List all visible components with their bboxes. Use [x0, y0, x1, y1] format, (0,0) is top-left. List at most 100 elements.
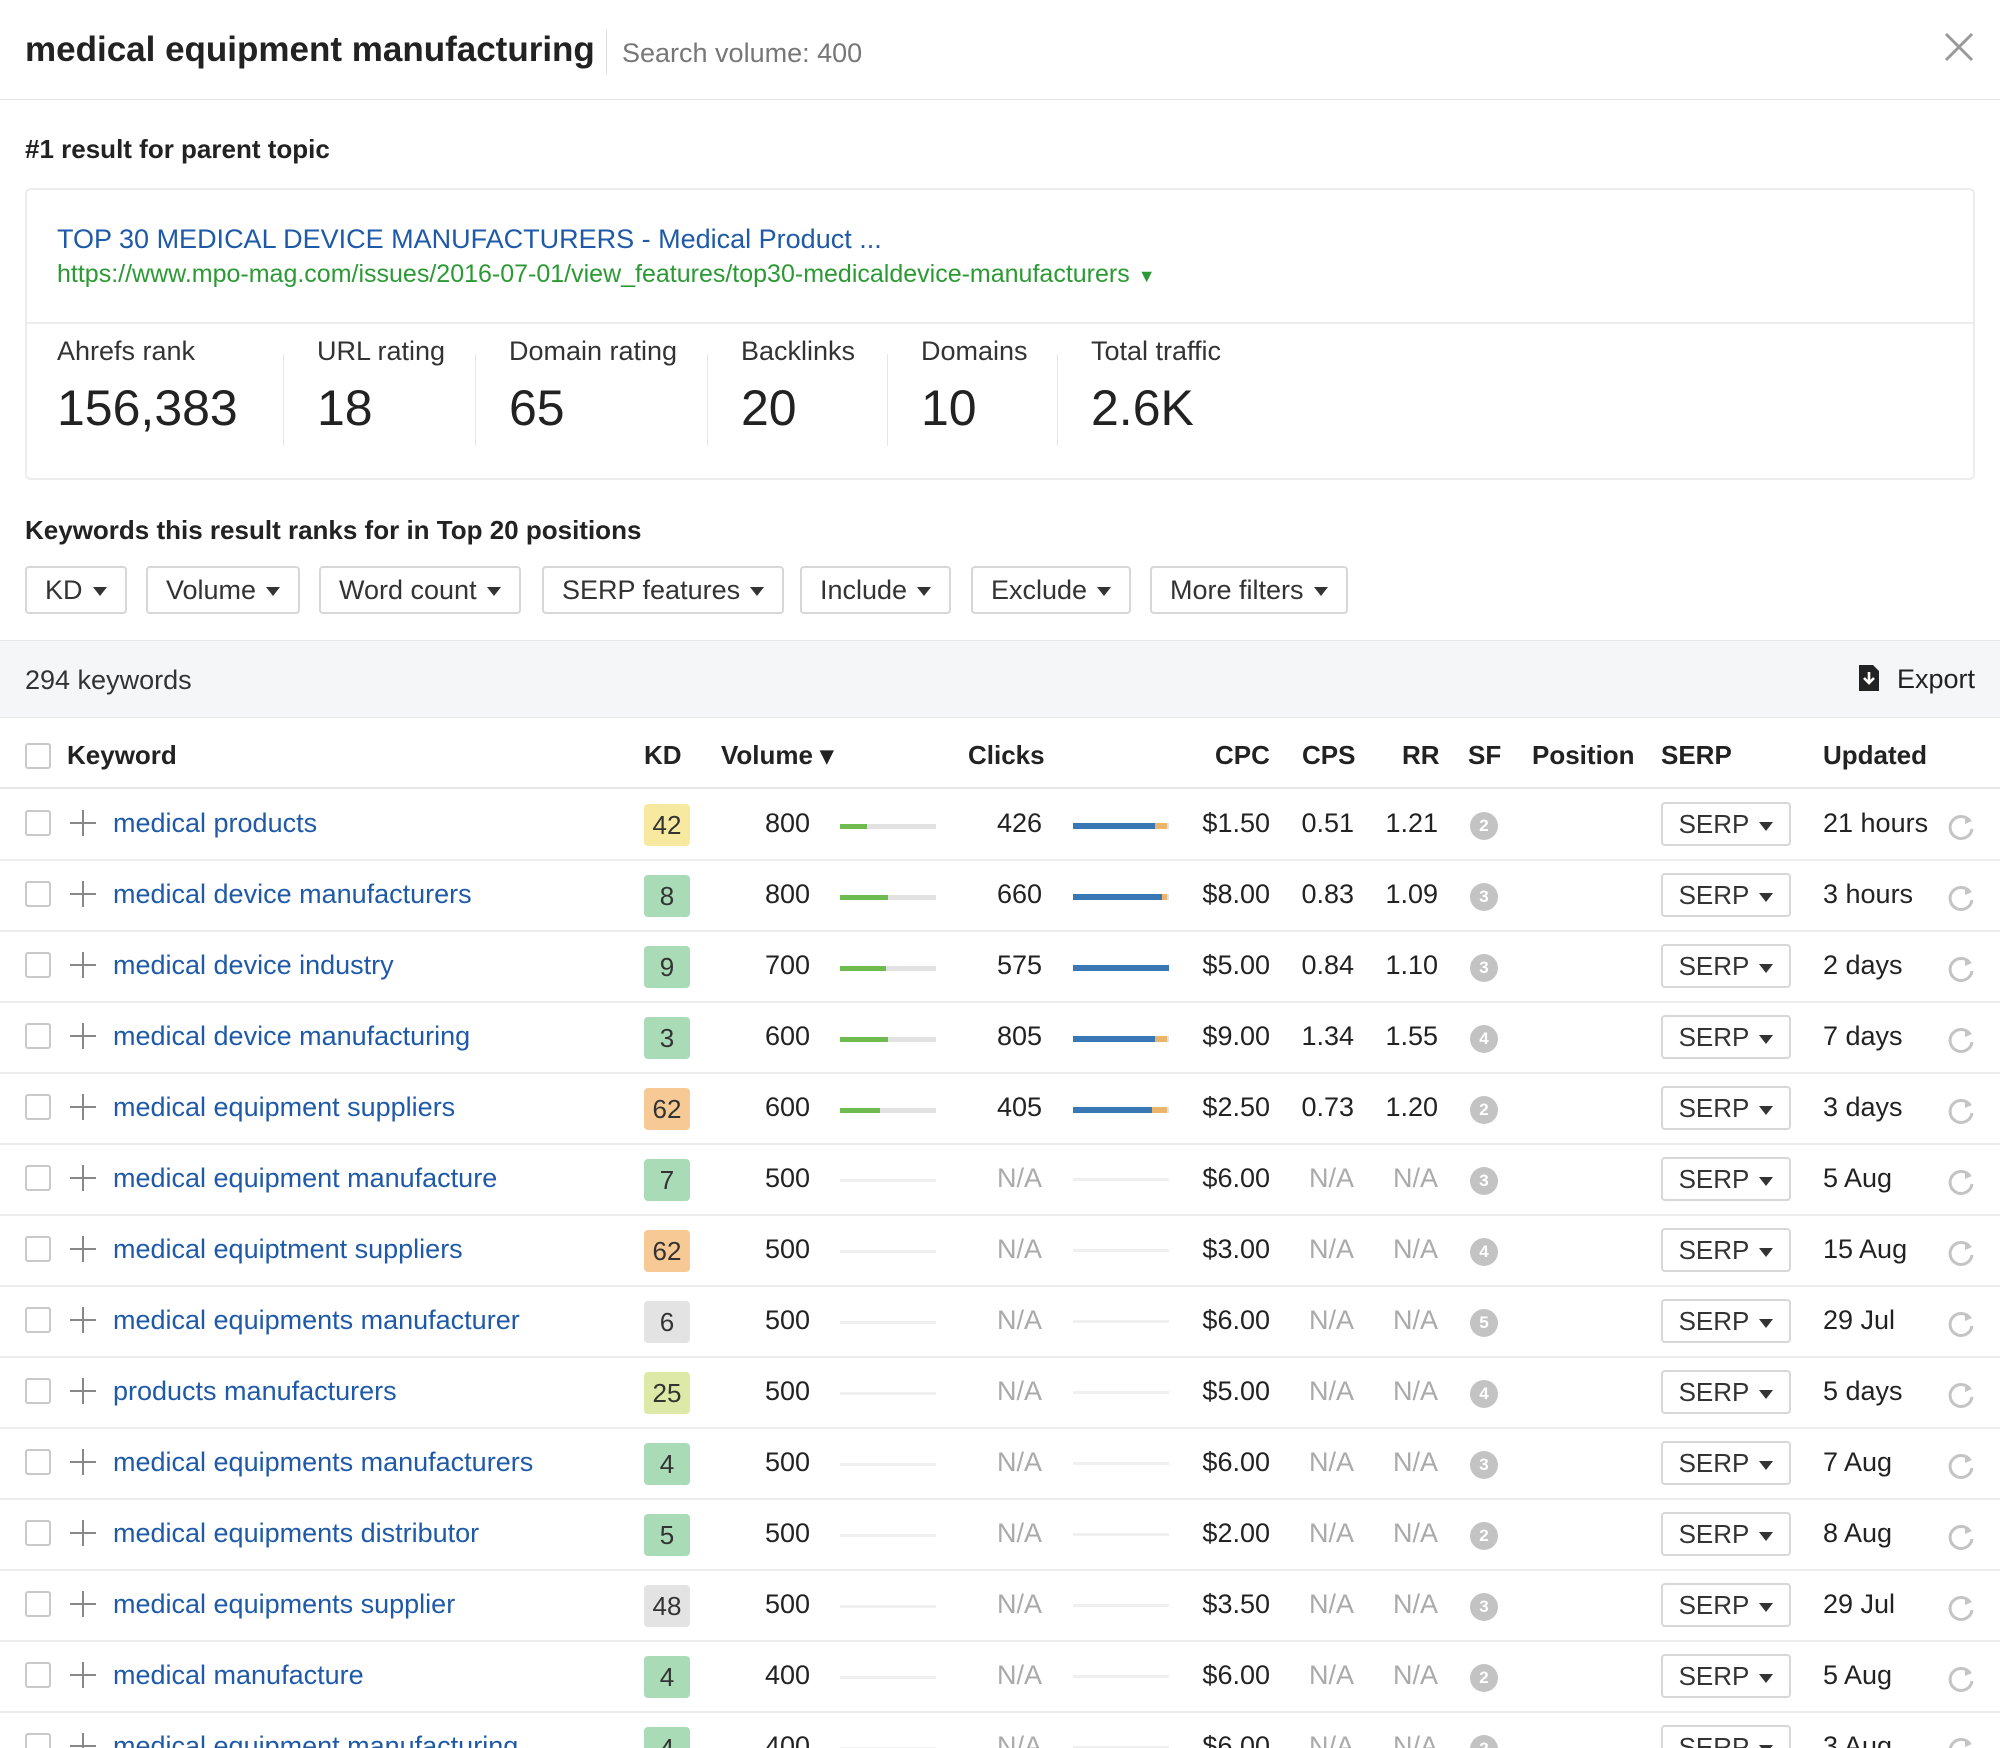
col-position[interactable]: Position	[1532, 740, 1635, 770]
refresh-icon[interactable]	[1946, 1167, 1976, 1197]
row-checkbox[interactable]	[25, 810, 51, 836]
result-title-link[interactable]: TOP 30 MEDICAL DEVICE MANUFACTURERS - Me…	[57, 224, 882, 254]
col-volume[interactable]: Volume ▾	[721, 740, 834, 770]
row-checkbox[interactable]	[25, 881, 51, 907]
keyword-link[interactable]: medical equipments distributor	[113, 1518, 480, 1548]
sf-count-badge[interactable]: 3	[1470, 883, 1498, 911]
col-cps[interactable]: CPS	[1302, 740, 1356, 770]
serp-button[interactable]: SERP	[1661, 1015, 1791, 1059]
refresh-icon[interactable]	[1946, 812, 1976, 842]
row-checkbox[interactable]	[25, 1520, 51, 1546]
keyword-link[interactable]: medical device manufacturing	[113, 1021, 471, 1051]
col-cpc[interactable]: CPC	[1215, 740, 1270, 770]
keyword-link[interactable]: medical equipments manufacturer	[113, 1305, 520, 1335]
sf-count-badge[interactable]: 3	[1470, 1451, 1498, 1479]
row-checkbox[interactable]	[25, 1449, 51, 1475]
sf-count-badge[interactable]: 2	[1470, 1664, 1498, 1692]
keyword-link[interactable]: medical equipment suppliers	[113, 1092, 456, 1122]
add-keyword-icon[interactable]	[70, 1094, 96, 1120]
add-keyword-icon[interactable]	[70, 952, 96, 978]
serp-button[interactable]: SERP	[1661, 802, 1791, 846]
refresh-icon[interactable]	[1946, 1735, 1976, 1748]
serp-button[interactable]: SERP	[1661, 1228, 1791, 1272]
serp-button[interactable]: SERP	[1661, 873, 1791, 917]
filter-serp-features[interactable]: SERP features	[542, 566, 785, 614]
serp-button[interactable]: SERP	[1661, 1299, 1791, 1343]
keyword-link[interactable]: medical equipments supplier	[113, 1589, 456, 1619]
keyword-link[interactable]: medical equipment manufacturing	[113, 1731, 519, 1748]
filter-volume[interactable]: Volume	[146, 566, 301, 614]
keyword-link[interactable]: products manufacturers	[113, 1376, 397, 1406]
serp-button[interactable]: SERP	[1661, 944, 1791, 988]
add-keyword-icon[interactable]	[70, 1449, 96, 1475]
refresh-icon[interactable]	[1946, 1025, 1976, 1055]
refresh-icon[interactable]	[1946, 883, 1976, 913]
row-checkbox[interactable]	[25, 1165, 51, 1191]
row-checkbox[interactable]	[25, 952, 51, 978]
add-keyword-icon[interactable]	[70, 1378, 96, 1404]
serp-button[interactable]: SERP	[1661, 1086, 1791, 1130]
row-checkbox[interactable]	[25, 1094, 51, 1120]
col-kd[interactable]: KD	[644, 740, 682, 770]
add-keyword-icon[interactable]	[70, 1591, 96, 1617]
sf-count-badge[interactable]: 4	[1470, 1025, 1498, 1053]
filter-kd[interactable]: KD	[25, 566, 127, 614]
serp-button[interactable]: SERP	[1661, 1441, 1791, 1485]
sf-count-badge[interactable]: 2	[1470, 1735, 1498, 1748]
add-keyword-icon[interactable]	[70, 1662, 96, 1688]
sf-count-badge[interactable]: 2	[1470, 812, 1498, 840]
refresh-icon[interactable]	[1946, 1380, 1976, 1410]
add-keyword-icon[interactable]	[70, 1023, 96, 1049]
sf-count-badge[interactable]: 2	[1470, 1096, 1498, 1124]
select-all-checkbox[interactable]	[25, 743, 51, 769]
add-keyword-icon[interactable]	[70, 1236, 96, 1262]
keyword-link[interactable]: medical equiptment suppliers	[113, 1234, 463, 1264]
serp-button[interactable]: SERP	[1661, 1725, 1791, 1748]
col-clicks[interactable]: Clicks	[968, 740, 1045, 770]
row-checkbox[interactable]	[25, 1307, 51, 1333]
refresh-icon[interactable]	[1946, 1309, 1976, 1339]
refresh-icon[interactable]	[1946, 1522, 1976, 1552]
add-keyword-icon[interactable]	[70, 1520, 96, 1546]
col-keyword[interactable]: Keyword	[67, 740, 177, 770]
sf-count-badge[interactable]: 2	[1470, 1522, 1498, 1550]
refresh-icon[interactable]	[1946, 954, 1976, 984]
filter-word-count[interactable]: Word count	[319, 566, 521, 614]
refresh-icon[interactable]	[1946, 1664, 1976, 1694]
add-keyword-icon[interactable]	[70, 810, 96, 836]
row-checkbox[interactable]	[25, 1591, 51, 1617]
sf-count-badge[interactable]: 3	[1470, 1167, 1498, 1195]
row-checkbox[interactable]	[25, 1662, 51, 1688]
row-checkbox[interactable]	[25, 1023, 51, 1049]
keyword-link[interactable]: medical products	[113, 808, 318, 838]
refresh-icon[interactable]	[1946, 1238, 1976, 1268]
row-checkbox[interactable]	[25, 1378, 51, 1404]
keyword-link[interactable]: medical equipments manufacturers	[113, 1447, 534, 1477]
sf-count-badge[interactable]: 3	[1470, 1593, 1498, 1621]
filter-more[interactable]: More filters	[1150, 566, 1348, 614]
serp-button[interactable]: SERP	[1661, 1583, 1791, 1627]
url-dropdown-icon[interactable]: ▼	[1137, 266, 1156, 286]
sf-count-badge[interactable]: 3	[1470, 954, 1498, 982]
add-keyword-icon[interactable]	[70, 881, 96, 907]
keyword-link[interactable]: medical device manufacturers	[113, 879, 472, 909]
refresh-icon[interactable]	[1946, 1451, 1976, 1481]
keyword-link[interactable]: medical equipment manufacture	[113, 1163, 498, 1193]
result-url-link[interactable]: https://www.mpo-mag.com/issues/2016-07-0…	[57, 260, 1156, 289]
row-checkbox[interactable]	[25, 1733, 51, 1748]
serp-button[interactable]: SERP	[1661, 1370, 1791, 1414]
close-icon[interactable]	[1942, 30, 1976, 64]
refresh-icon[interactable]	[1946, 1096, 1976, 1126]
serp-button[interactable]: SERP	[1661, 1157, 1791, 1201]
keyword-link[interactable]: medical device industry	[113, 950, 394, 980]
add-keyword-icon[interactable]	[70, 1733, 96, 1748]
col-sf[interactable]: SF	[1468, 740, 1502, 770]
refresh-icon[interactable]	[1946, 1593, 1976, 1623]
col-updated[interactable]: Updated	[1823, 740, 1927, 770]
sf-count-badge[interactable]: 5	[1470, 1309, 1498, 1337]
serp-button[interactable]: SERP	[1661, 1512, 1791, 1556]
filter-include[interactable]: Include	[800, 566, 952, 614]
col-rr[interactable]: RR	[1402, 740, 1440, 770]
add-keyword-icon[interactable]	[70, 1307, 96, 1333]
sf-count-badge[interactable]: 4	[1470, 1238, 1498, 1266]
